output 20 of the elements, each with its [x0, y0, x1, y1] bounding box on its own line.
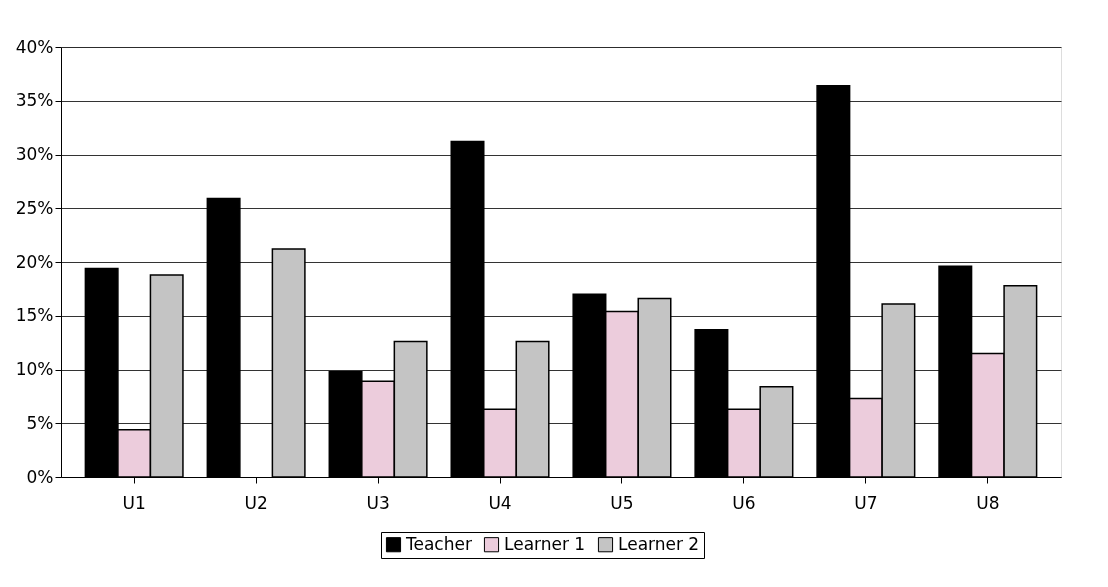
y-tick-label: 0% [26, 466, 54, 487]
legend-label: Learner 2 [618, 533, 700, 554]
y-tick-label: 20% [15, 251, 54, 272]
x-tick-label: U2 [244, 492, 268, 513]
y-tick-label: 40% [15, 36, 54, 57]
x-tick-label: U1 [122, 492, 146, 513]
y-tick-label: 30% [15, 144, 54, 164]
x-tick-label: U8 [976, 492, 1000, 513]
y-tick-label: 15% [15, 305, 54, 326]
legend-label: Teacher [405, 533, 472, 554]
y-tick-label: 10% [15, 359, 54, 379]
y-tick-label: 35% [15, 90, 54, 111]
y-tick-label: 25% [15, 197, 54, 218]
y-tick-label: 5% [26, 412, 54, 433]
x-tick-label: U4 [488, 492, 512, 513]
x-tick-label: U5 [610, 492, 634, 513]
x-tick-label: U3 [366, 492, 390, 513]
legend-label: Learner 1 [504, 533, 586, 554]
x-tick-label: U6 [732, 492, 756, 513]
x-tick-label: U7 [854, 492, 878, 513]
